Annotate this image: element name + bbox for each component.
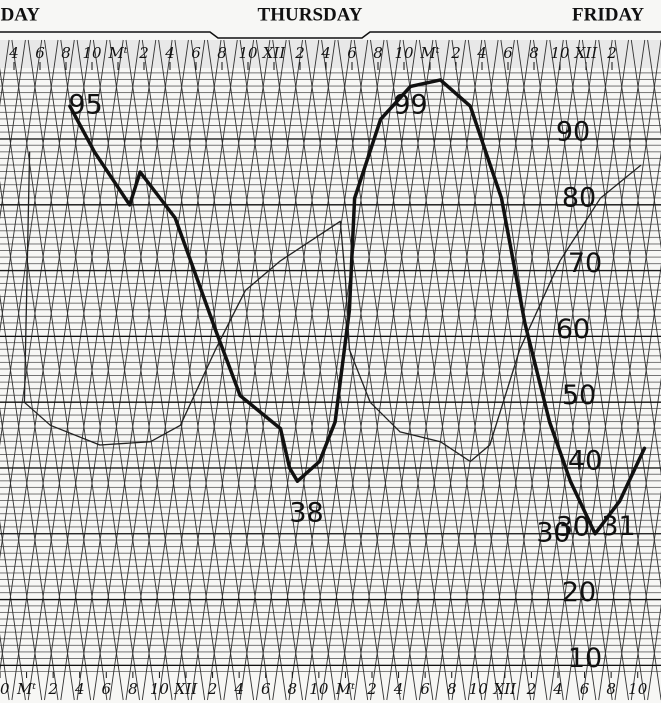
x-tick-label: 8 [529, 44, 539, 62]
x-tick-label: 10 [238, 44, 258, 62]
x-tick-label: 6 [347, 44, 357, 62]
annotation: 95 [68, 90, 102, 121]
x2-tick-label: Mᵗ [335, 680, 355, 698]
y-tick-label: 40 [568, 446, 602, 477]
x-tick-label: 6 [191, 44, 201, 62]
x-tick-label: 4 [164, 44, 175, 62]
day-label: THURSDAY [258, 4, 363, 25]
x-tick-label: 4 [320, 44, 331, 62]
x2-tick-label: 6 [102, 680, 112, 698]
x2-tick-label: 8 [447, 680, 457, 698]
x2-tick-label: 2 [366, 680, 377, 698]
x2-tick-label: 6 [261, 680, 271, 698]
x2-tick-label: 2 [526, 680, 537, 698]
x-tick-label: 8 [61, 44, 71, 62]
x2-tick-label: 4 [233, 680, 244, 698]
annotation: 31 [601, 511, 635, 542]
day-label: SDAY [0, 4, 40, 25]
x-tick-label: Mᵗ [107, 44, 127, 62]
x2-tick-label: 8 [128, 680, 138, 698]
x-tick-label: 8 [373, 44, 383, 62]
x2-tick-label: 10 [628, 680, 648, 698]
x2-tick-label: 2 [207, 680, 218, 698]
x2-tick-label: 4 [74, 680, 85, 698]
x2-tick-label: Mᵗ [16, 680, 36, 698]
y-tick-label: 50 [562, 380, 596, 411]
x-tick-label: 6 [35, 44, 45, 62]
y-tick-label: 80 [562, 182, 596, 213]
x2-tick-label: 4 [393, 680, 404, 698]
x2-tick-label: 10 [150, 680, 170, 698]
day-label: FRIDAY [572, 4, 644, 25]
x-tick-label: 2 [450, 44, 461, 62]
x-tick-label: 10 [550, 44, 570, 62]
x-tick-label: Mᵗ [419, 44, 439, 62]
y-tick-label: 60 [556, 314, 590, 345]
annotation: 99 [393, 90, 427, 121]
y-tick-label: 10 [568, 643, 602, 674]
x-tick-label: 10 [394, 44, 414, 62]
x-tick-label: 2 [294, 44, 305, 62]
x-tick-label: 4 [476, 44, 487, 62]
x-tick-label: 6 [503, 44, 513, 62]
x2-tick-label: 6 [580, 680, 590, 698]
annotation: 30 [536, 517, 570, 548]
x2-tick-label: 8 [288, 680, 298, 698]
x2-tick-label: XII [174, 680, 199, 698]
x2-tick-label: 10 [309, 680, 329, 698]
x-tick-label: XII [574, 44, 599, 62]
x2-tick-label: XII [493, 680, 518, 698]
x-tick-label: 2 [606, 44, 617, 62]
x2-tick-label: 4 [552, 680, 563, 698]
y-tick-label: 20 [562, 577, 596, 608]
x-tick-label: 4 [8, 44, 19, 62]
y-tick-label: 90 [556, 117, 590, 148]
annotation: 38 [289, 498, 323, 529]
y-tick-label: 70 [568, 248, 602, 279]
x2-tick-label: 8 [606, 680, 616, 698]
x-tick-label: 2 [138, 44, 149, 62]
x2-tick-label: 2 [47, 680, 58, 698]
x-tick-label: 10 [82, 44, 102, 62]
x-tick-label: XII [262, 44, 287, 62]
x2-tick-label: 10 [469, 680, 489, 698]
chart: SDAY THURSDAY FRIDAY 10 20 30 40 50 60 70 80 90 4… [0, 0, 661, 703]
x-tick-label: 8 [217, 44, 227, 62]
x2-tick-label: 6 [420, 680, 430, 698]
x2-tick-label: 10 [0, 680, 10, 698]
